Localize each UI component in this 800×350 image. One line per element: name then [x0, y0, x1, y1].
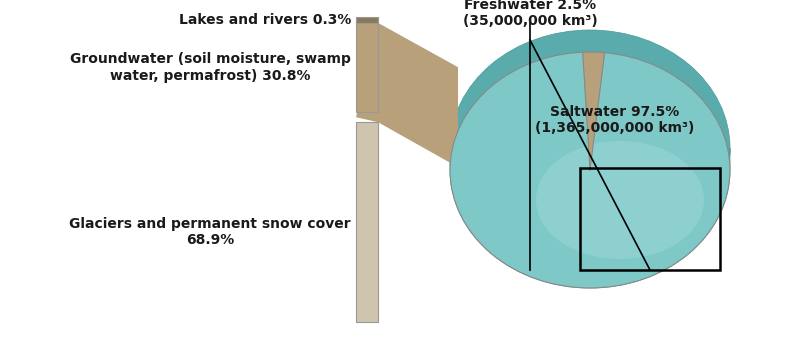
Ellipse shape	[536, 141, 704, 259]
Polygon shape	[582, 52, 605, 170]
Text: Saltwater 97.5%
(1,365,000,000 km³): Saltwater 97.5% (1,365,000,000 km³)	[535, 105, 694, 135]
Text: Lakes and rivers 0.3%: Lakes and rivers 0.3%	[178, 13, 351, 27]
Polygon shape	[450, 52, 730, 288]
Ellipse shape	[450, 30, 730, 266]
Polygon shape	[356, 23, 458, 167]
Bar	[356, 23, 378, 112]
Text: Freshwater 2.5%
(35,000,000 km³): Freshwater 2.5% (35,000,000 km³)	[462, 0, 598, 28]
Text: Groundwater (soil moisture, swamp
water, permafrost) 30.8%: Groundwater (soil moisture, swamp water,…	[70, 52, 351, 83]
Bar	[356, 17, 378, 23]
Bar	[356, 122, 378, 322]
Text: Glaciers and permanent snow cover
68.9%: Glaciers and permanent snow cover 68.9%	[70, 217, 351, 247]
Bar	[580, 168, 720, 270]
Polygon shape	[450, 148, 730, 288]
